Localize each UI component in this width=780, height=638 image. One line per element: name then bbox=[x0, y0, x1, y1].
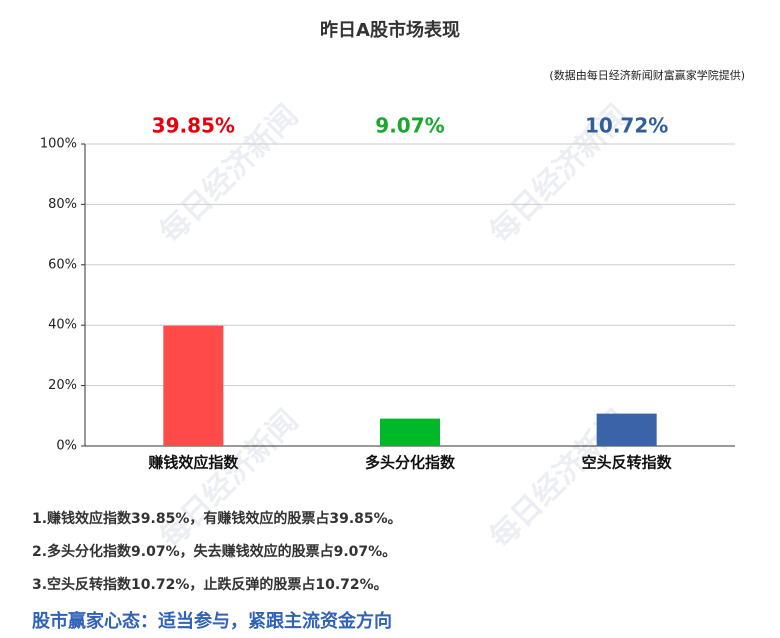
value-label: 39.85% bbox=[152, 114, 235, 138]
bar bbox=[596, 413, 657, 446]
x-tick-label: 赚钱效应指数 bbox=[147, 454, 239, 472]
subtitle: (数据由每日经济新闻财富赢家学院提供) bbox=[549, 68, 745, 82]
y-tick-label: 80% bbox=[48, 197, 77, 212]
y-tick-label: 100% bbox=[40, 137, 77, 152]
y-tick-label: 40% bbox=[48, 318, 77, 333]
value-label: 9.07% bbox=[375, 114, 444, 138]
value-label: 10.72% bbox=[585, 114, 668, 138]
bar bbox=[380, 418, 440, 446]
note: 3.空头反转指数10.72%，止跌反弹的股票占10.72%。 bbox=[32, 576, 388, 593]
x-tick-label: 空头反转指数 bbox=[582, 454, 673, 472]
note: 1.赚钱效应指数39.85%，有赚钱效应的股票占39.85%。 bbox=[32, 510, 402, 527]
y-tick-label: 60% bbox=[48, 257, 77, 272]
x-tick-label: 多头分化指数 bbox=[365, 454, 456, 472]
y-tick-label: 20% bbox=[48, 378, 77, 393]
note: 2.多头分化指数9.07%，失去赚钱效应的股票占9.07%。 bbox=[32, 543, 396, 560]
bar bbox=[163, 325, 224, 446]
chart-title: 昨日A股市场表现 bbox=[320, 19, 460, 41]
footer: 股市赢家心态：适当参与，紧跟主流资金方向 bbox=[31, 610, 392, 632]
y-tick-label: 0% bbox=[56, 439, 77, 454]
